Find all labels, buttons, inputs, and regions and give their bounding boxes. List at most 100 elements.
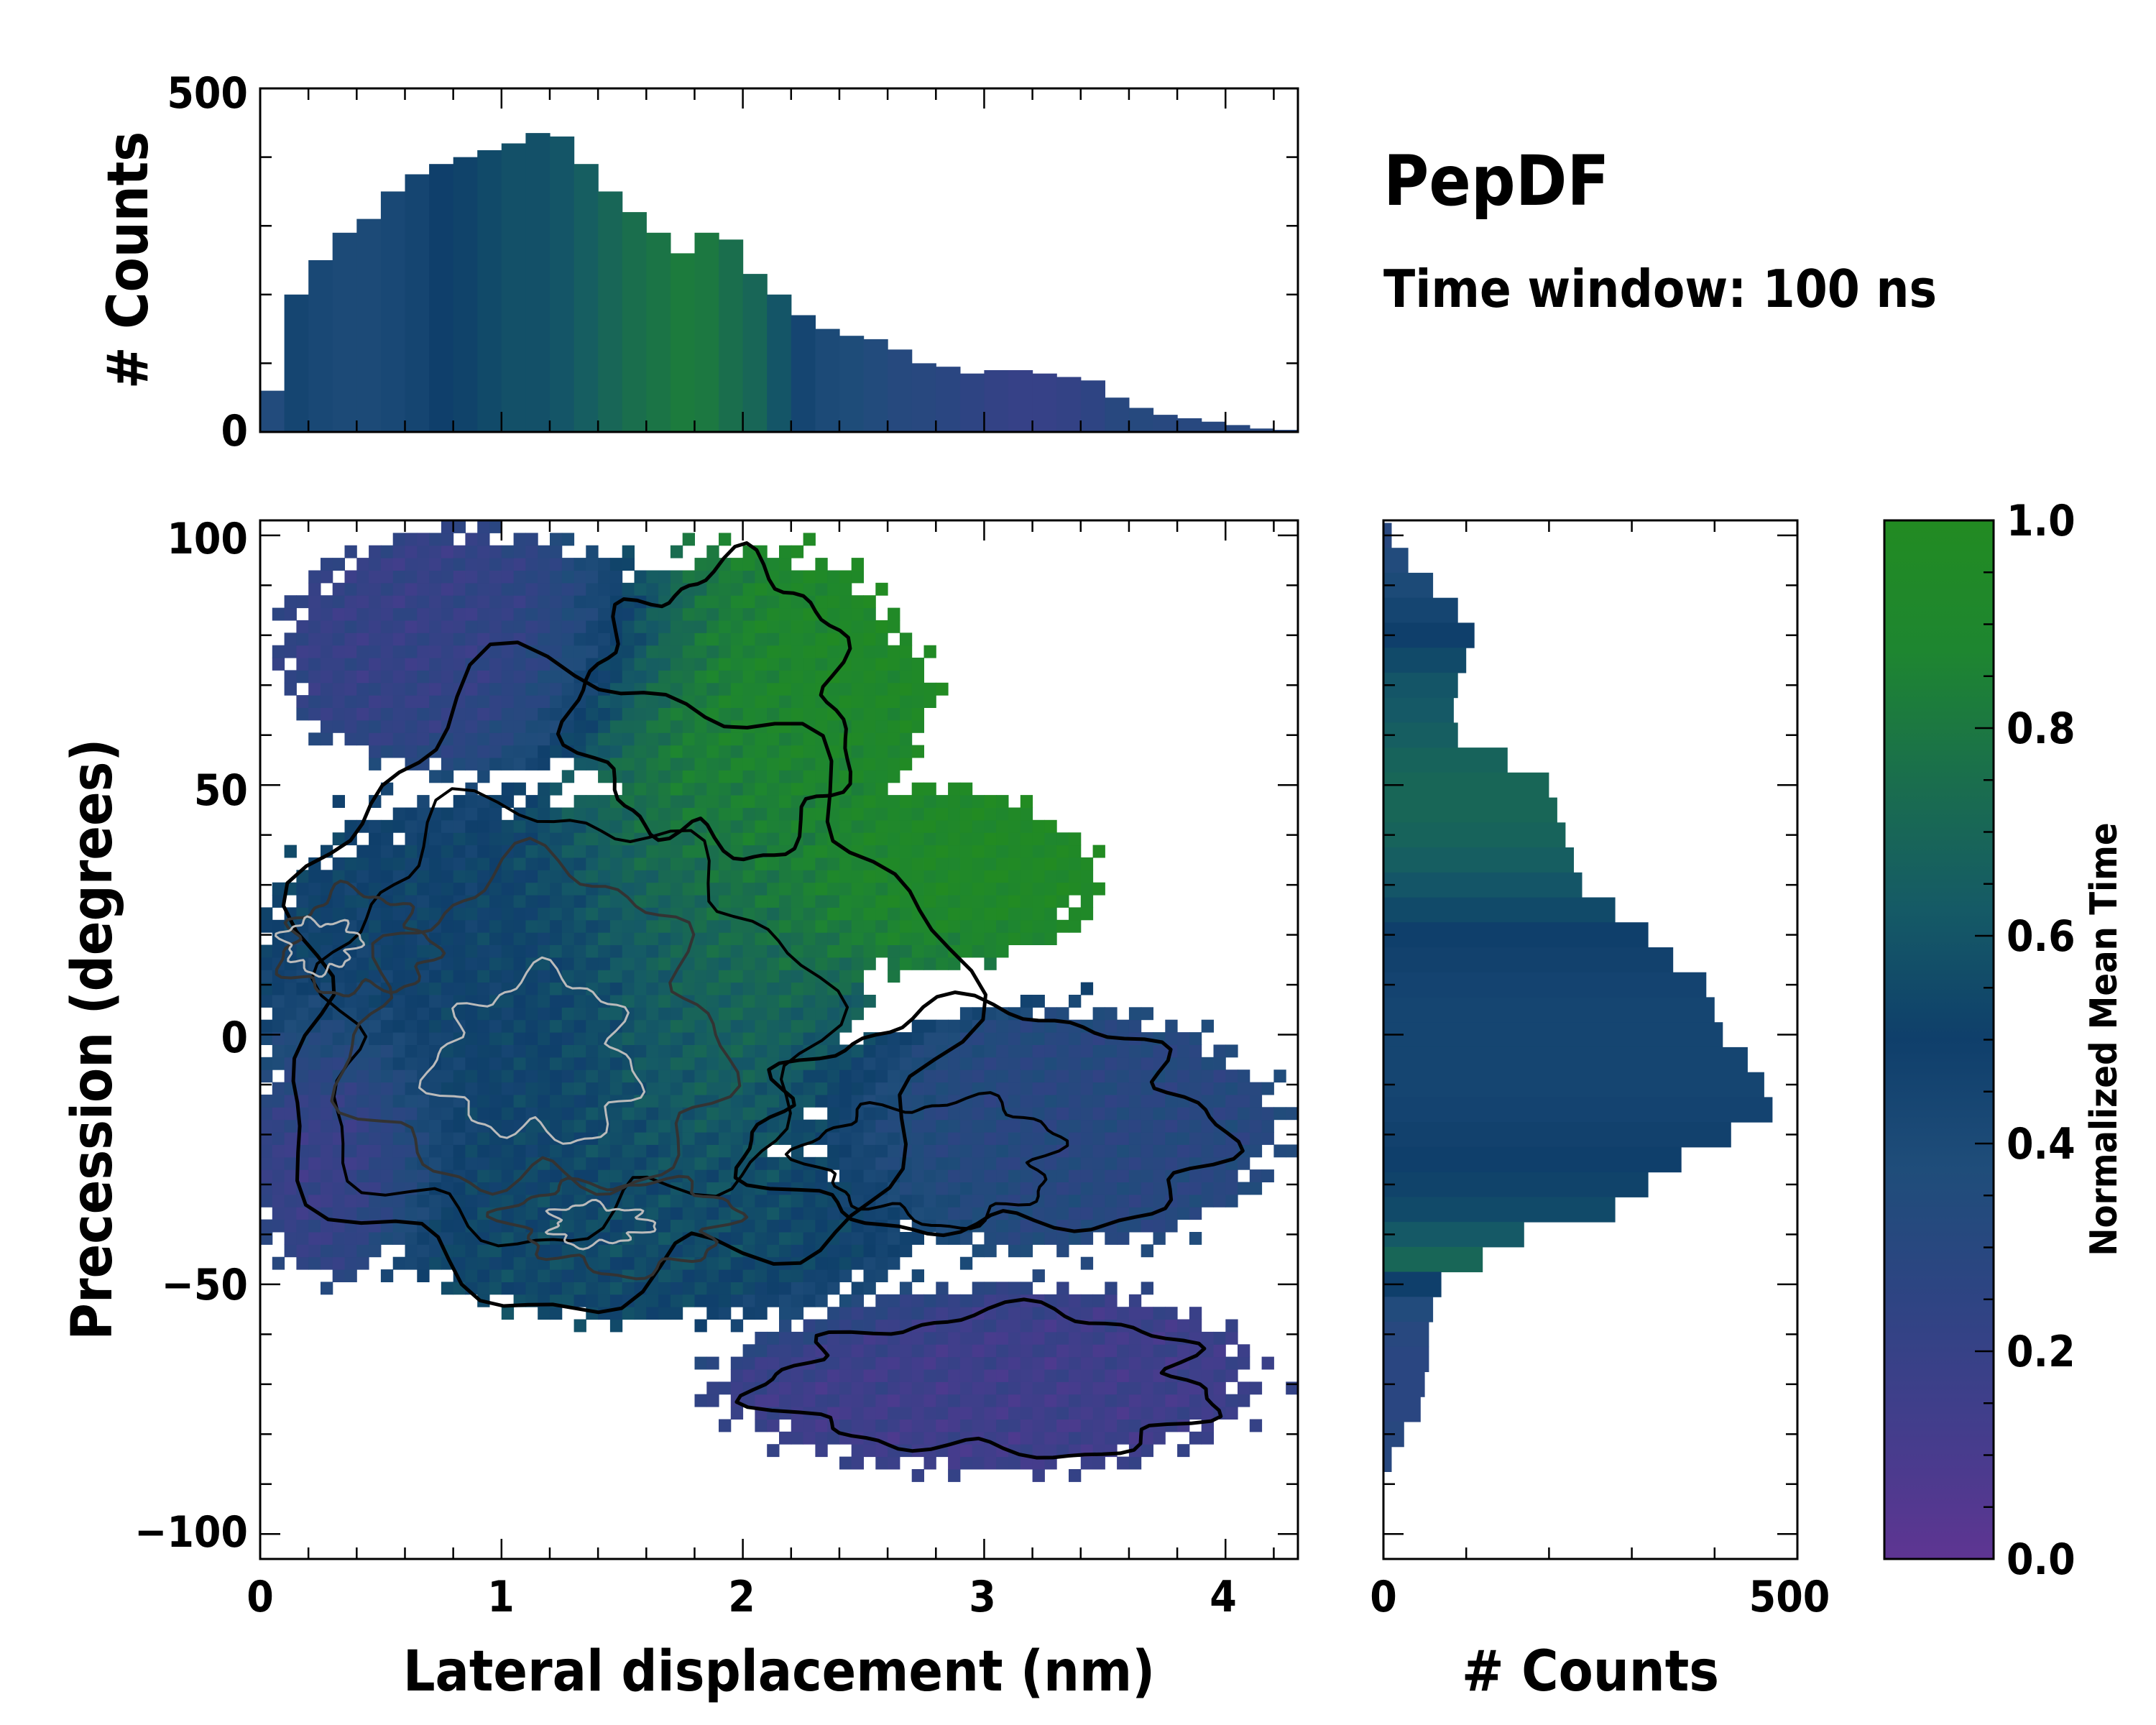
heatmap-cell	[803, 1331, 816, 1345]
heatmap-cell	[380, 957, 394, 970]
heatmap-cell	[767, 770, 780, 783]
heatmap-cell	[634, 932, 647, 945]
heatmap-cell	[586, 1070, 599, 1083]
heatmap-cell	[477, 1194, 490, 1208]
heatmap-cell	[417, 707, 430, 721]
top-histogram-bar	[1201, 421, 1226, 432]
heatmap-cell	[489, 1019, 502, 1033]
heatmap-cell	[344, 670, 357, 684]
heatmap-cell	[1008, 1381, 1021, 1395]
heatmap-cell	[321, 1244, 333, 1258]
heatmap-cell	[1080, 1232, 1094, 1245]
heatmap-cell	[369, 832, 382, 846]
heatmap-cell	[538, 1169, 550, 1182]
heatmap-cell	[465, 1007, 478, 1021]
heatmap-cell	[272, 1082, 285, 1095]
heatmap-cell	[827, 1070, 840, 1083]
heatmap-cell	[923, 1431, 936, 1445]
heatmap-cell	[369, 1132, 382, 1145]
heatmap-cell	[1008, 1119, 1021, 1133]
heatmap-cell	[586, 732, 599, 746]
heatmap-cell	[1044, 1444, 1057, 1458]
heatmap-cell	[923, 857, 936, 870]
heatmap-cell	[827, 1082, 840, 1095]
heatmap-cell	[634, 995, 647, 1008]
heatmap-cell	[1177, 1119, 1190, 1133]
heatmap-cell	[888, 1070, 900, 1083]
heatmap-cell	[1189, 1144, 1202, 1158]
heatmap-cell	[694, 620, 707, 633]
heatmap-cell	[682, 832, 695, 846]
heatmap-cell	[538, 1244, 550, 1258]
heatmap-cell	[465, 533, 478, 546]
contour-line	[734, 1297, 1223, 1460]
heatmap-cell	[888, 1431, 900, 1445]
right-histogram: 0 500 # Counts	[1370, 519, 1830, 1704]
heatmap-cell	[719, 857, 732, 870]
heatmap-cell	[453, 1082, 466, 1095]
heatmap-cell	[586, 1207, 599, 1220]
heatmap-cell	[453, 982, 466, 995]
heatmap-cell	[888, 1044, 900, 1058]
heatmap-cell	[803, 845, 816, 858]
heatmap-cell	[899, 695, 913, 708]
heatmap-cell	[959, 1044, 973, 1058]
heatmap-cell	[936, 919, 949, 933]
heatmap-cell	[538, 1194, 550, 1208]
right-histogram-frame	[1382, 519, 1799, 1560]
heatmap-cell	[875, 695, 888, 708]
heatmap-cell	[1032, 882, 1045, 896]
heatmap-cell	[573, 558, 586, 571]
heatmap-cell	[272, 1094, 285, 1108]
heatmap-cell	[308, 1119, 321, 1133]
heatmap-cell	[1128, 1007, 1142, 1021]
heatmap-cell	[477, 1032, 490, 1045]
heatmap-cell	[392, 695, 405, 708]
heatmap-cell	[1141, 1356, 1153, 1370]
heatmap-cell	[477, 658, 490, 671]
heatmap-cell	[405, 719, 418, 733]
heatmap-cell	[888, 1307, 900, 1320]
heatmap-cell	[959, 1407, 973, 1420]
heatmap-cell	[561, 944, 575, 958]
heatmap-cell	[815, 1194, 828, 1208]
heatmap-cell	[501, 707, 515, 721]
heatmap-cell	[767, 745, 780, 758]
heatmap-cell	[803, 782, 816, 796]
heatmap-cell	[465, 732, 478, 746]
heatmap-cell	[719, 932, 732, 945]
heatmap-cell	[706, 1169, 719, 1182]
heatmap-cell	[923, 1169, 936, 1182]
heatmap-cell	[815, 1319, 828, 1333]
heatmap-cell	[405, 1244, 418, 1258]
heatmap-cell	[321, 1182, 333, 1195]
heatmap-cell	[706, 1307, 719, 1320]
heatmap-cell	[694, 919, 707, 933]
heatmap-cell	[767, 620, 780, 633]
heatmap-cell	[356, 1082, 369, 1095]
heatmap-cell	[851, 607, 864, 621]
heatmap-cell	[767, 1269, 780, 1282]
heatmap-cell	[550, 1144, 563, 1158]
heatmap-cell	[791, 919, 804, 933]
heatmap-cell	[888, 1082, 900, 1095]
heatmap-cell	[284, 1032, 297, 1045]
heatmap-cell	[513, 944, 526, 958]
heatmap-cell	[513, 1007, 526, 1021]
heatmap-cell	[972, 1207, 985, 1220]
heatmap-cell	[441, 895, 454, 908]
top-ytick-label-500: 500	[167, 68, 248, 119]
heatmap-cell	[453, 819, 466, 833]
heatmap-cell	[634, 944, 647, 958]
heatmap-cell	[489, 682, 502, 696]
heatmap-cell	[779, 1294, 792, 1307]
heatmap-cell	[622, 582, 635, 596]
heatmap-cell	[815, 982, 828, 995]
heatmap-cell	[1069, 1407, 1082, 1420]
heatmap-cell	[622, 832, 635, 846]
heatmap-cell	[779, 620, 792, 633]
heatmap-cell	[405, 832, 418, 846]
heatmap-cell	[911, 1331, 924, 1345]
heatmap-cell	[380, 658, 394, 671]
heatmap-cell	[392, 1094, 405, 1108]
